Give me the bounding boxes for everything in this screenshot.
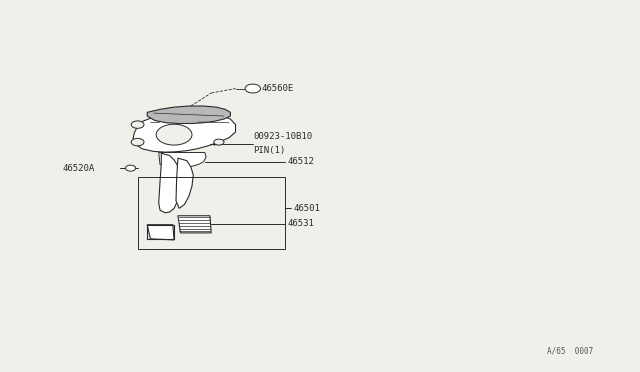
Polygon shape xyxy=(176,158,193,208)
Circle shape xyxy=(125,165,136,171)
Text: 46520A: 46520A xyxy=(63,164,95,173)
Circle shape xyxy=(131,138,144,146)
Text: 46531: 46531 xyxy=(288,219,315,228)
Circle shape xyxy=(131,121,144,128)
Circle shape xyxy=(156,124,192,145)
Polygon shape xyxy=(178,216,211,233)
Text: 46560E: 46560E xyxy=(261,84,293,93)
Polygon shape xyxy=(147,106,230,124)
Circle shape xyxy=(245,84,260,93)
Polygon shape xyxy=(159,153,182,213)
Text: 00923-10B10: 00923-10B10 xyxy=(253,132,312,141)
Text: 46501: 46501 xyxy=(293,204,320,213)
Text: 46512: 46512 xyxy=(288,157,315,166)
Polygon shape xyxy=(159,153,206,168)
Text: PIN(1): PIN(1) xyxy=(253,146,285,155)
Text: A/65  0007: A/65 0007 xyxy=(547,346,593,355)
Polygon shape xyxy=(133,112,236,152)
Circle shape xyxy=(214,139,224,145)
Polygon shape xyxy=(147,225,174,240)
Bar xyxy=(138,177,285,249)
